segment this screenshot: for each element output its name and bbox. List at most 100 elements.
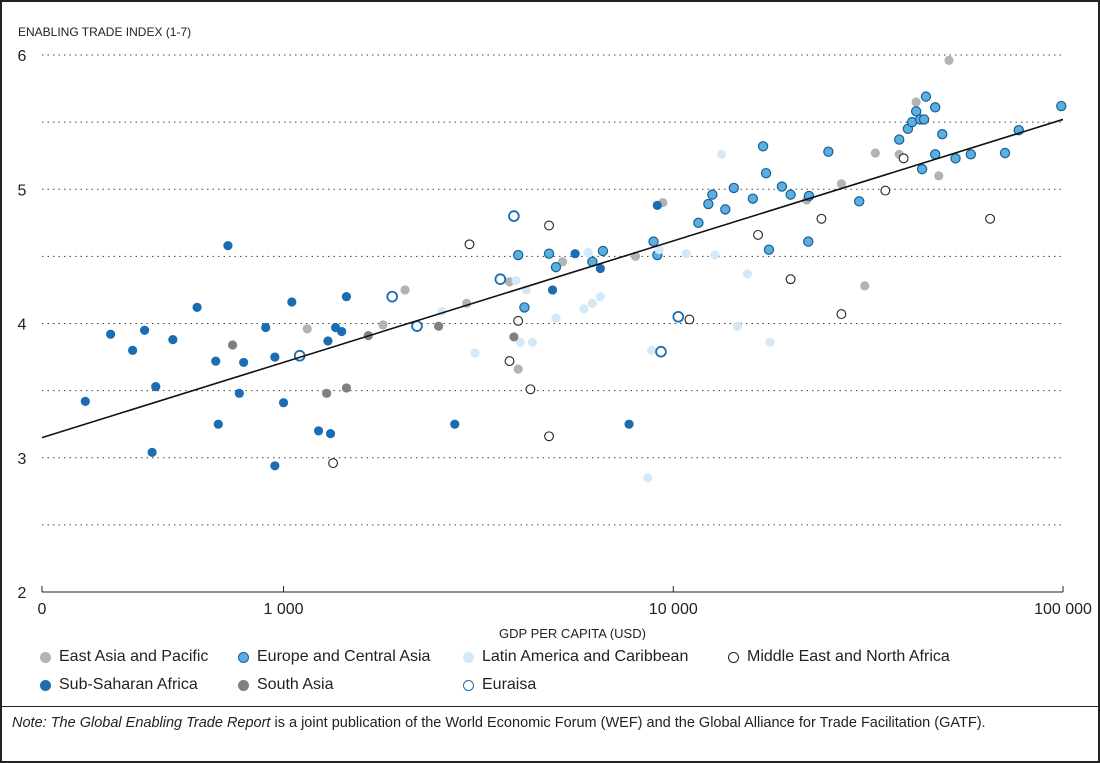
point-middle-east-and-north-africa xyxy=(525,384,536,395)
point-europe-and-central-asia xyxy=(757,141,769,152)
point-latin-america-and-caribbean xyxy=(551,313,561,323)
point-sub-saharan-africa xyxy=(147,447,157,457)
point-south-asia xyxy=(341,383,352,393)
point-east-asia-and-pacific xyxy=(400,285,410,295)
point-europe-and-central-asia xyxy=(965,149,977,160)
point-latin-america-and-caribbean xyxy=(595,292,605,302)
point-latin-america-and-caribbean xyxy=(681,249,691,259)
point-middle-east-and-north-africa xyxy=(328,458,339,469)
legend-label-latin-america-caribbean: Latin America and Caribbean xyxy=(482,648,689,665)
chart-note: Note: The Global Enabling Trade Report i… xyxy=(12,712,1072,734)
point-europe-and-central-asia xyxy=(550,261,562,273)
point-middle-east-and-north-africa xyxy=(985,213,996,224)
point-euraisa xyxy=(386,290,398,303)
point-sub-saharan-africa xyxy=(337,326,347,337)
legend-swatch-middle-east-north-africa xyxy=(728,651,739,663)
point-middle-east-and-north-africa xyxy=(785,274,796,285)
trend-line xyxy=(41,118,1064,439)
point-middle-east-and-north-africa xyxy=(684,314,695,325)
point-europe-and-central-asia xyxy=(1056,100,1067,112)
y-tick-label: 5 xyxy=(18,182,27,199)
point-europe-and-central-asia xyxy=(720,204,731,215)
point-sub-saharan-africa xyxy=(624,419,634,429)
point-middle-east-and-north-africa xyxy=(504,356,515,367)
x-axis-label: GDP PER CAPITA (USD) xyxy=(499,626,646,640)
point-east-asia-and-pacific xyxy=(378,320,388,330)
point-latin-america-and-caribbean xyxy=(583,247,593,257)
point-middle-east-and-north-africa xyxy=(544,431,554,442)
point-sub-saharan-africa xyxy=(570,249,580,259)
point-europe-and-central-asia xyxy=(776,181,788,192)
point-sub-saharan-africa xyxy=(270,352,280,362)
point-latin-america-and-caribbean xyxy=(587,298,597,308)
point-sub-saharan-africa xyxy=(270,461,280,471)
legend-label-middle-east-north-africa: Middle East and North Africa xyxy=(747,648,950,665)
point-latin-america-and-caribbean xyxy=(643,473,653,483)
legend-item-south-asia: South Asia xyxy=(238,676,334,694)
y-axis-label: ENABLING TRADE INDEX (1-7) xyxy=(18,25,191,39)
legend-label-south-asia: South Asia xyxy=(257,676,334,693)
point-east-asia-and-pacific xyxy=(911,97,921,107)
note-prefix: Note: xyxy=(12,715,51,731)
point-europe-and-central-asia xyxy=(803,236,814,247)
point-latin-america-and-caribbean xyxy=(716,149,727,159)
point-east-asia-and-pacific xyxy=(302,324,312,334)
y-tick-label: 2 xyxy=(18,585,27,602)
point-east-asia-and-pacific xyxy=(557,257,568,267)
point-south-asia xyxy=(227,340,238,350)
point-latin-america-and-caribbean xyxy=(527,337,537,347)
point-east-asia-and-pacific xyxy=(513,364,523,374)
legend-label-europe-central-asia: Europe and Central Asia xyxy=(257,648,431,665)
point-sub-saharan-africa xyxy=(211,356,221,366)
point-east-asia-and-pacific xyxy=(934,171,944,181)
x-tick-label: 100 000 xyxy=(1034,601,1092,618)
note-text: is a joint publication of the World Econ… xyxy=(270,715,986,731)
point-europe-and-central-asia xyxy=(854,196,865,207)
point-europe-and-central-asia xyxy=(930,102,941,113)
point-europe-and-central-asia xyxy=(894,134,905,145)
point-middle-east-and-north-africa xyxy=(816,213,827,224)
point-middle-east-and-north-africa xyxy=(513,315,524,326)
legend-item-euraisa: Euraisa xyxy=(463,676,536,694)
point-europe-and-central-asia xyxy=(693,217,704,229)
legend-item-europe-central-asia: Europe and Central Asia xyxy=(238,648,430,666)
point-south-asia xyxy=(509,332,519,342)
point-europe-and-central-asia xyxy=(543,248,555,259)
point-sub-saharan-africa xyxy=(325,428,336,439)
legend-swatch-east-asia-pacific xyxy=(40,651,51,663)
point-europe-and-central-asia xyxy=(747,193,759,204)
point-latin-america-and-caribbean xyxy=(647,345,657,355)
point-sub-saharan-africa xyxy=(652,200,662,210)
legend-row-1: East Asia and Pacific Europe and Central… xyxy=(14,648,1094,676)
point-europe-and-central-asia xyxy=(920,91,932,102)
point-east-asia-and-pacific xyxy=(860,281,870,291)
y-tick-label: 4 xyxy=(18,317,27,334)
scatter-chart: ENABLING TRADE INDEX (1-7) 2 3 4 5 6 0 1 000 10 … xyxy=(18,25,1092,640)
point-sub-saharan-africa xyxy=(547,285,558,295)
legend-swatch-europe-central-asia xyxy=(238,651,249,663)
point-europe-and-central-asia xyxy=(760,167,772,179)
point-europe-and-central-asia xyxy=(950,153,961,164)
point-sub-saharan-africa xyxy=(239,357,249,368)
point-europe-and-central-asia xyxy=(597,245,609,257)
point-sub-saharan-africa xyxy=(168,335,178,345)
point-sub-saharan-africa xyxy=(313,426,324,436)
y-tick-label: 3 xyxy=(18,451,27,468)
point-latin-america-and-caribbean xyxy=(710,250,720,260)
point-europe-and-central-asia xyxy=(910,106,922,117)
point-sub-saharan-africa xyxy=(341,292,352,302)
x-tick-label: 1 000 xyxy=(264,601,304,618)
legend-label-east-asia-pacific: East Asia and Pacific xyxy=(59,648,209,665)
point-sub-saharan-africa xyxy=(192,302,202,312)
point-sub-saharan-africa xyxy=(261,322,271,333)
point-europe-and-central-asia xyxy=(918,114,930,125)
note-report-title: The Global Enabling Trade Report xyxy=(50,715,271,731)
point-middle-east-and-north-africa xyxy=(544,220,554,231)
legend-swatch-latin-america-caribbean xyxy=(463,651,474,663)
point-latin-america-and-caribbean xyxy=(765,337,775,347)
x-tick-label: 0 xyxy=(38,601,47,618)
point-europe-and-central-asia xyxy=(763,244,775,255)
legend-label-sub-saharan-africa: Sub-Saharan Africa xyxy=(59,676,198,693)
point-east-asia-and-pacific xyxy=(836,179,846,189)
